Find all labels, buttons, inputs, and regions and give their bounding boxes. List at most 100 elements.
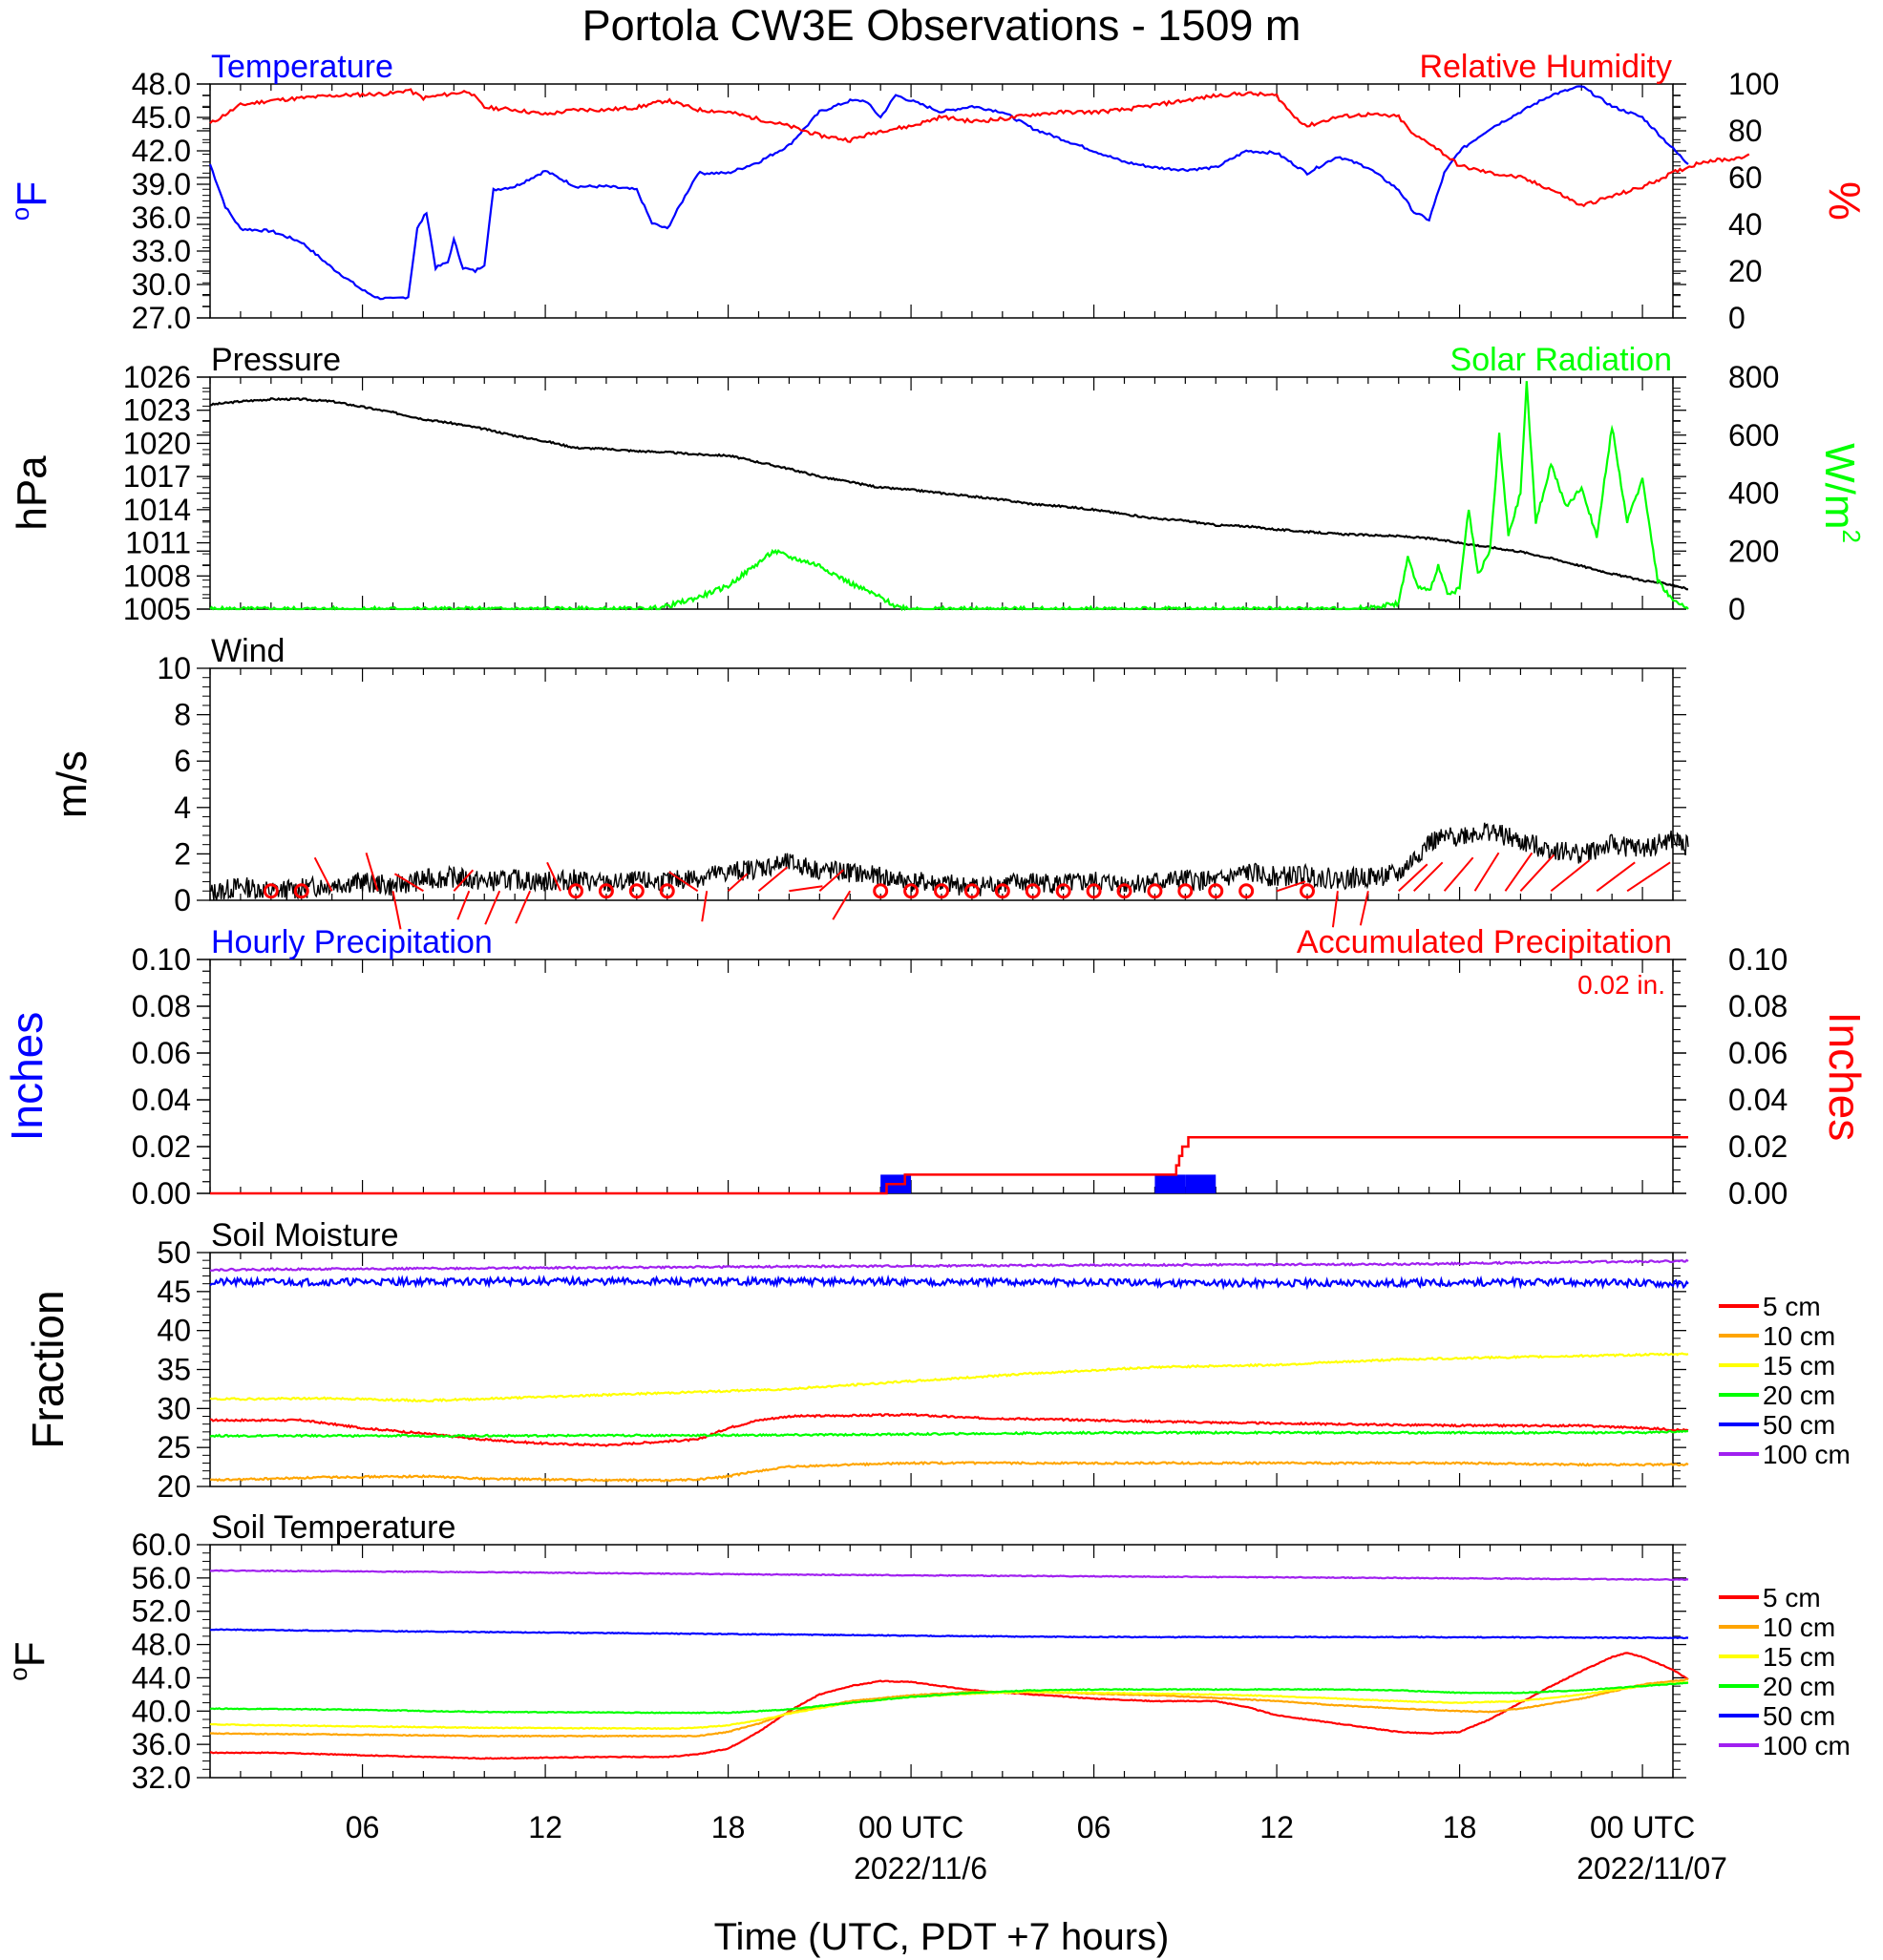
wind-barb [818,869,844,893]
y2-tick-label: 0.10 [1728,942,1788,977]
soil-series-line [209,1628,1689,1640]
soil-series-line [209,1429,1689,1439]
soil-series-line [209,1258,1689,1273]
precip-right-axis-label: Inches [1820,1012,1870,1142]
wind-barb [365,852,379,892]
figure-title: Portola CW3E Observations - 1509 m [582,1,1301,50]
wind-barb [701,891,709,922]
soil-series-line [210,1412,1689,1447]
legend-label: 50 cm [1763,1410,1835,1440]
wind-barb [757,866,789,893]
y-tick-label: 40 [157,1314,191,1348]
soil-moisture-axis-label: Fraction [23,1290,73,1448]
y-tick-label: 1005 [123,592,191,626]
wind-barb [1413,861,1444,892]
y-tick-label: 40.0 [132,1694,191,1728]
y-tick-label: 48.0 [132,1628,191,1662]
pressure-title: Pressure [211,342,341,378]
y2-tick-label: 40 [1728,207,1763,242]
x-tick-label: 00 UTC [858,1810,963,1844]
y2-tick-label: 200 [1728,534,1779,568]
precip-left-axis-label: Inches [2,1012,52,1142]
calm-wind-marker [1208,883,1224,899]
temperature-line [208,85,1689,301]
y2-tick-label: 400 [1728,476,1779,511]
x-tick-label: 18 [1443,1810,1477,1844]
y2-tick-label: 0 [1728,592,1745,626]
temperature-humidity-panel: 27.030.033.036.039.042.045.048.0 0 20 40 60 8… [6,49,1870,335]
y-tick-label: 1017 [123,459,191,494]
calm-wind-marker [628,883,645,899]
humidity-line [209,88,1750,208]
soil-moisture-title: Soil Moisture [211,1217,399,1254]
wind-barb [515,890,532,924]
calm-wind-marker [1177,883,1194,899]
hourly-precip-bar [1154,1174,1186,1193]
calm-wind-marker [1086,883,1102,899]
wind-panel: 0 2 4 6 8 10 Wind m/s [49,633,1689,930]
wind-speed-line [209,822,1689,901]
x-tick-label: 18 [711,1810,746,1844]
panel-frame [209,1252,1674,1487]
solar-axis-label: W/m2 [1816,443,1866,543]
humidity-axis-label: % [1820,181,1870,221]
panel-frame [209,83,1674,319]
y2-tick-label: 80 [1728,114,1763,148]
calm-wind-marker [598,883,614,899]
temperature-axis-label: oF [6,181,55,221]
y-tick-label: 50 [157,1235,191,1270]
wind-barb [456,890,471,920]
solar-title: Solar Radiation [1450,342,1672,378]
y-tick-label: 1023 [123,393,191,428]
calm-wind-marker [659,883,675,899]
y2-tick-label: 0.06 [1728,1036,1788,1070]
y2-tick-label: 0.00 [1728,1176,1788,1211]
wind-barb [484,890,501,925]
wind-barb [1626,861,1671,893]
wind-barb [1473,852,1500,892]
x-axis-title: Time (UTC, PDT +7 hours) [714,1916,1170,1958]
wind-barb [1596,861,1636,893]
y2-tick-label: 0.08 [1728,989,1788,1023]
y-tick-label: 0.00 [132,1176,191,1211]
y-tick-label: 44.0 [132,1660,191,1695]
solar-line [209,381,1689,612]
soil-temperature-axis-label: oF [4,1641,53,1680]
y-tick-label: 1011 [125,526,191,560]
precip-total-label: 0.02 in. [1577,970,1665,1000]
y2-tick-label: 0 [1728,301,1745,335]
x-date-label: 2022/11/07 [1576,1851,1727,1886]
panel-frame [209,959,1674,1194]
wind-barb [1359,891,1369,926]
wind-barb [789,885,823,893]
legend-label: 100 cm [1763,1440,1851,1469]
soil-temperature-title: Soil Temperature [211,1509,455,1546]
legend-label: 20 cm [1763,1380,1835,1410]
legend-label: 10 cm [1763,1321,1835,1351]
y-tick-label: 20 [157,1469,191,1504]
y-tick-label: 4 [174,790,191,825]
y-tick-label: 27.0 [132,301,191,335]
y-tick-label: 35 [157,1353,191,1387]
plot-panels: 27.030.033.036.039.042.045.048.002040608… [2,49,1870,1795]
accum-precip-line [210,1135,1688,1195]
wind-barb [1519,854,1555,892]
x-date-label: 2022/11/6 [854,1851,987,1886]
calm-wind-marker [1147,883,1163,899]
legend-label: 10 cm [1763,1612,1835,1642]
calm-wind-marker [568,883,583,899]
y2-tick-label: 800 [1728,360,1779,394]
y-tick-label: 2 [174,836,191,871]
y2-tick-label: 100 [1728,67,1779,101]
soil-series-line [209,1460,1689,1483]
y-tick-label: 45.0 [132,100,191,135]
calm-wind-marker [293,883,309,899]
calm-wind-marker [994,883,1010,899]
y2-tick-label: 0.02 [1728,1129,1788,1164]
y-tick-label: 45 [157,1275,191,1309]
wind-barb [1550,859,1590,893]
wind-barb [832,890,852,920]
